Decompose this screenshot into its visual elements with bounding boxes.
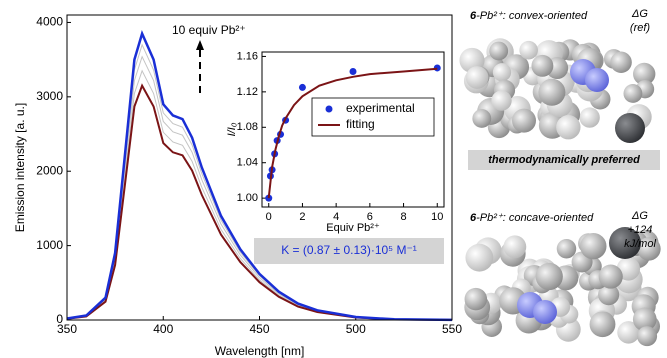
x-tick-label: 450 bbox=[249, 322, 269, 336]
figure: 10 equiv Pb²⁺ K = (0.87 ± 0.13)·10⁵ M⁻¹ … bbox=[0, 0, 667, 358]
atom bbox=[590, 311, 616, 337]
y-tick-label: 2000 bbox=[36, 163, 63, 177]
atom bbox=[557, 239, 576, 258]
atom bbox=[489, 42, 508, 61]
energy: ΔG bbox=[631, 210, 648, 222]
atom bbox=[599, 265, 623, 289]
x-tick-label: 550 bbox=[442, 322, 462, 336]
atom bbox=[580, 233, 606, 259]
note: thermodynamically preferred bbox=[488, 154, 640, 166]
legend-swatch bbox=[326, 106, 333, 113]
panel-label: 6-Pb²⁺: concave-oriented bbox=[470, 212, 594, 224]
energy: ΔG bbox=[631, 8, 648, 20]
atom bbox=[503, 235, 526, 258]
atom bbox=[493, 63, 511, 81]
atom bbox=[585, 68, 609, 92]
y-tick-label: 1.16 bbox=[237, 50, 258, 62]
atom bbox=[465, 244, 493, 272]
x-tick-label: 400 bbox=[153, 322, 173, 336]
panel-label: 6-Pb²⁺: convex-oriented bbox=[470, 10, 588, 22]
data-point bbox=[299, 84, 306, 91]
energy: kJ/mol bbox=[624, 238, 656, 250]
atom bbox=[491, 90, 511, 110]
atom bbox=[531, 55, 553, 77]
label: -Pb²⁺: convex-oriented bbox=[476, 10, 588, 22]
atom bbox=[519, 41, 538, 60]
data-point bbox=[350, 68, 357, 75]
legend-label: experimental bbox=[346, 101, 415, 115]
y-tick-label: 4000 bbox=[36, 15, 63, 29]
atom bbox=[637, 326, 657, 346]
atom bbox=[538, 79, 565, 106]
y-tick-label: 1.04 bbox=[237, 157, 258, 169]
atom bbox=[512, 109, 536, 133]
y-tick-label: 1.12 bbox=[237, 86, 258, 98]
data-point bbox=[434, 64, 441, 71]
atom bbox=[466, 66, 489, 89]
atom bbox=[615, 113, 645, 143]
x-axis-label: Equiv Pb²⁺ bbox=[326, 222, 380, 234]
y-tick-label: 1000 bbox=[36, 238, 63, 252]
atom bbox=[465, 288, 488, 311]
annotation: 10 equiv Pb²⁺ bbox=[172, 23, 246, 37]
x-tick-label: 500 bbox=[346, 322, 366, 336]
y-tick-label: 1.08 bbox=[237, 121, 258, 133]
y-axis-label: I/I₀ bbox=[226, 122, 238, 136]
atom bbox=[556, 115, 580, 139]
x-axis-label: Wavelength [nm] bbox=[215, 344, 305, 358]
x-tick-label: 10 bbox=[431, 211, 443, 223]
label: -Pb²⁺: concave-oriented bbox=[476, 212, 594, 224]
energy: +124 bbox=[628, 224, 653, 236]
y-tick-label: 3000 bbox=[36, 89, 63, 103]
annotation: K = (0.87 ± 0.13)·10⁵ M⁻¹ bbox=[281, 243, 417, 257]
atom bbox=[610, 52, 631, 73]
atom bbox=[536, 263, 563, 290]
y-tick-label: 0 bbox=[56, 312, 63, 326]
x-tick-label: 2 bbox=[299, 211, 305, 223]
y-axis-label: Emission intensity [a. u.] bbox=[13, 103, 27, 232]
x-tick-label: 8 bbox=[400, 211, 406, 223]
legend-label: fitting bbox=[346, 117, 375, 131]
y-tick-label: 1.00 bbox=[237, 192, 258, 204]
atom bbox=[533, 300, 557, 324]
atom bbox=[472, 109, 491, 128]
atom bbox=[623, 84, 642, 103]
molecule-models bbox=[459, 38, 660, 346]
x-tick-label: 0 bbox=[266, 211, 272, 223]
arrow-head bbox=[196, 40, 204, 50]
energy: (ref) bbox=[630, 22, 651, 34]
atom bbox=[580, 107, 600, 127]
